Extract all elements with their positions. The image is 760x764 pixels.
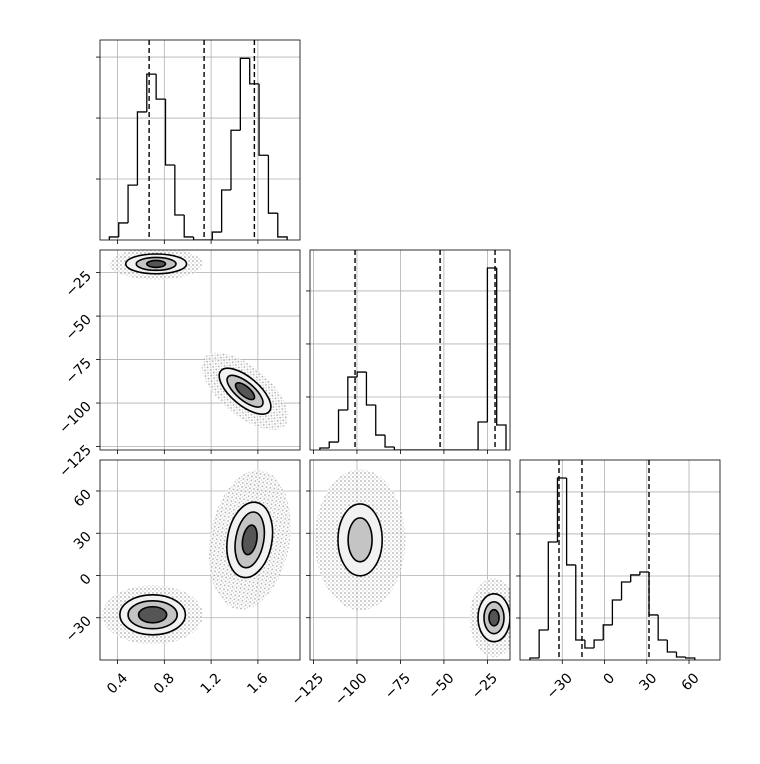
hist-step xyxy=(277,213,288,240)
panel-frame xyxy=(99,39,301,241)
x-tick-label: 0.4 xyxy=(104,670,131,697)
panel: −125 −100 −75 −50 −25 xyxy=(56,249,301,481)
hist-step xyxy=(666,640,677,653)
hist-step xyxy=(639,571,650,575)
plot-area xyxy=(100,40,300,240)
panel-frame xyxy=(99,459,301,661)
x-tick-label: −100 xyxy=(332,670,371,709)
hist-step xyxy=(127,184,138,223)
hist-step xyxy=(183,215,194,238)
contour xyxy=(234,382,256,401)
x-tick-label: −75 xyxy=(382,670,414,702)
hist-step xyxy=(602,624,613,640)
x-tick-label: 60 xyxy=(679,670,703,694)
hist-step xyxy=(146,73,157,112)
hist-step xyxy=(547,541,558,630)
plot-area xyxy=(520,460,720,660)
hist-step xyxy=(620,581,631,600)
hist-step xyxy=(267,155,278,214)
hist-step xyxy=(108,236,119,240)
hist-step xyxy=(155,74,166,100)
y-tick-label: −30 xyxy=(63,613,95,645)
panel-frame xyxy=(309,459,511,661)
hist-step xyxy=(258,83,269,156)
y-tick-label: −100 xyxy=(56,399,95,438)
hist-step xyxy=(657,614,668,641)
plot-area xyxy=(310,250,510,450)
hist-step xyxy=(211,231,222,240)
hist-step xyxy=(375,405,386,436)
panel-frame xyxy=(99,249,301,451)
hist-step xyxy=(239,57,250,131)
hist-step xyxy=(347,376,358,411)
x-tick-label: 0.8 xyxy=(151,670,178,697)
hist-step xyxy=(648,572,659,616)
contour xyxy=(145,259,167,269)
hist-step xyxy=(477,421,488,450)
hist-step xyxy=(538,629,549,658)
hist-step xyxy=(630,574,640,583)
hist-step xyxy=(684,656,696,660)
hist-step xyxy=(220,189,231,233)
x-tick-label: 1.6 xyxy=(244,670,271,697)
y-tick-label: −25 xyxy=(63,268,95,300)
hist-step xyxy=(496,268,507,450)
plot-area xyxy=(310,460,510,660)
hist-step xyxy=(593,639,604,648)
hist-step xyxy=(192,236,203,240)
y-tick-label: −75 xyxy=(63,355,95,387)
panel: −30 0 30 60 xyxy=(516,459,721,703)
hist-step xyxy=(356,371,367,378)
hist-step xyxy=(249,58,260,85)
x-tick-label: −125 xyxy=(289,670,328,709)
hist-step xyxy=(328,441,339,448)
hist-step xyxy=(118,222,129,237)
hist-step xyxy=(393,447,404,450)
hist-step xyxy=(611,599,622,625)
x-tick-label: −30 xyxy=(544,670,576,702)
contour xyxy=(488,608,500,627)
y-tick-label: 30 xyxy=(71,529,95,553)
hist-step xyxy=(174,165,185,216)
x-tick-label: 1.2 xyxy=(198,670,225,697)
plot-area xyxy=(100,250,300,450)
hist-step xyxy=(384,435,395,448)
y-tick-label: −125 xyxy=(56,442,95,481)
hist-step xyxy=(136,111,147,186)
hist-step xyxy=(365,372,376,406)
hist-step xyxy=(584,640,595,649)
hist-step xyxy=(319,447,330,450)
x-tick-label: 30 xyxy=(636,670,660,694)
contour xyxy=(137,605,168,624)
panel xyxy=(306,249,511,454)
panel: −125−100 −75 −50 −25 xyxy=(289,459,511,709)
y-tick-label: 60 xyxy=(71,487,95,511)
hist-step xyxy=(164,99,175,166)
hist-step xyxy=(675,652,686,658)
panel-frame xyxy=(309,249,511,451)
y-tick-label: 0 xyxy=(77,571,95,589)
hist-step xyxy=(529,657,540,660)
hist-step xyxy=(556,477,567,543)
contour xyxy=(347,517,373,563)
x-tick-label: 0 xyxy=(600,670,618,688)
panel-frame xyxy=(519,459,721,661)
hist-step xyxy=(486,267,497,423)
x-tick-label: −50 xyxy=(425,670,457,702)
hist-step xyxy=(565,477,576,566)
hist-step xyxy=(337,409,348,443)
panel: 0.4 0.8 1.2 1.6 −30 0 30 60 xyxy=(63,459,301,697)
contour xyxy=(241,524,258,556)
panel xyxy=(96,39,301,244)
y-tick-label: −50 xyxy=(63,312,95,344)
plot-area xyxy=(100,460,300,660)
x-tick-label: −25 xyxy=(469,670,501,702)
hist-step xyxy=(230,129,241,190)
